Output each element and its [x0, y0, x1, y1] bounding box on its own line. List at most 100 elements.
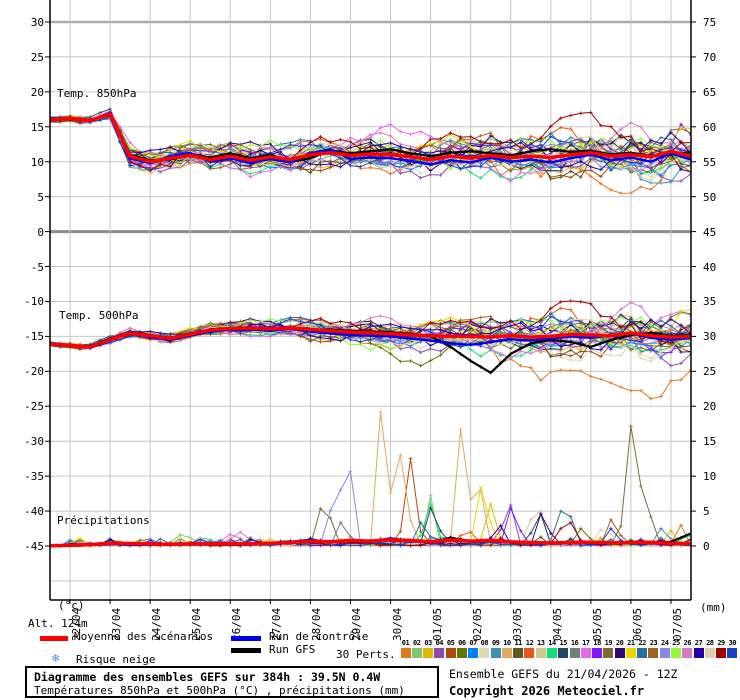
- pert-color-swatch: [727, 648, 738, 658]
- left-tick-label: -45: [24, 540, 44, 553]
- ensemble-mean-temp500: [50, 326, 691, 349]
- pert-key-02: 02: [411, 639, 422, 658]
- right-tick-label: 25: [703, 365, 717, 379]
- left-tick-label: 5: [37, 190, 44, 204]
- date-label: 07/05: [670, 607, 684, 641]
- left-tick-label: -30: [24, 435, 44, 449]
- right-tick-label: 40: [703, 260, 717, 274]
- member-19-precip: [50, 425, 691, 547]
- pert-key-11: 11: [513, 639, 524, 658]
- date-label: 05/05: [590, 607, 604, 641]
- pert-number: 21: [627, 639, 635, 647]
- copyright-label: Copyright 2026 Meteociel.fr: [449, 684, 645, 698]
- pert-key-12: 12: [524, 639, 535, 658]
- plot-lines: [50, 107, 691, 548]
- pert-number: 16: [570, 639, 579, 647]
- right-tick-label: 35: [703, 295, 717, 309]
- pert-color-swatch: [501, 648, 512, 658]
- axes: [45, 0, 696, 604]
- right-tick-label: 10: [703, 470, 717, 484]
- member-10-precip-markers: [50, 410, 691, 548]
- right-axis-unit: (mm): [700, 601, 727, 614]
- left-tick-label: 10: [30, 155, 44, 169]
- pert-number: 11: [514, 639, 522, 647]
- pert-color-swatch: [468, 648, 479, 658]
- pert-key-28: 28: [704, 639, 715, 658]
- date-label: 04/05: [550, 607, 564, 641]
- diagram-subtitle: Températures 850hPa et 500hPa (°C) , pré…: [34, 684, 405, 697]
- pert-key-15: 15: [558, 639, 569, 658]
- pert-color-swatch: [637, 648, 648, 658]
- legend-gfs-swatch: [231, 648, 261, 653]
- member-5-precip-markers: [50, 456, 691, 548]
- pert-color-swatch: [580, 648, 591, 658]
- ensemble-mean-temp850: [50, 112, 691, 164]
- pert-color-swatch: [682, 648, 693, 658]
- right-tick-label: 75: [703, 16, 717, 29]
- pert-key-04: 04: [434, 639, 445, 658]
- left-tick-label: -40: [24, 505, 44, 519]
- pert-color-swatch: [524, 648, 535, 658]
- pert-color-swatch: [558, 648, 569, 658]
- pert-key-24: 24: [659, 639, 670, 658]
- panel-label-temp500: Temp. 500hPa: [59, 309, 139, 322]
- right-tick-label: 55: [703, 155, 717, 169]
- left-tick-label: -10: [24, 295, 44, 309]
- left-tick-label: 15: [30, 120, 44, 134]
- legend-control-swatch: [231, 636, 261, 641]
- pert-key-10: 10: [501, 639, 512, 658]
- pert-key-22: 22: [637, 639, 648, 658]
- altitude-label: Alt. 124m: [28, 617, 88, 630]
- legend-control-label: Run de contrôle: [269, 630, 369, 643]
- pert-number: 09: [491, 639, 500, 647]
- snowflake-icon: ❄: [52, 651, 60, 665]
- pert-key-13: 13: [535, 639, 546, 658]
- pert-key-17: 17: [580, 639, 591, 658]
- legend-mean-swatch: [40, 636, 68, 641]
- grid: [50, 0, 691, 600]
- diagram-info-box: Diagramme des ensembles GEFS sur 384h : …: [25, 666, 439, 698]
- pert-color-swatch: [693, 648, 704, 658]
- pert-key-30: 30: [727, 639, 738, 658]
- pert-number: 05: [446, 639, 455, 647]
- pert-color-swatch: [670, 648, 681, 658]
- pert-color-swatch: [434, 648, 445, 658]
- pert-color-swatch: [603, 648, 614, 658]
- run-info: Ensemble GEFS du 21/04/2026 - 12Z: [449, 667, 678, 681]
- pert-number: 07: [469, 639, 477, 647]
- right-tick-label: 20: [703, 400, 717, 414]
- right-tick-label: 15: [703, 435, 717, 449]
- pert-key-26: 26: [682, 639, 693, 658]
- pert-key-23: 23: [648, 639, 659, 658]
- pert-number: 01: [401, 639, 410, 647]
- date-label: 01/05: [430, 607, 444, 641]
- date-label: 06/05: [630, 607, 644, 641]
- left-tick-label: -20: [24, 365, 44, 379]
- ensemble-mean-precip: [50, 537, 691, 548]
- pert-number: 29: [717, 639, 725, 647]
- pert-number: 18: [593, 639, 601, 647]
- pert-key-03: 03: [423, 639, 434, 658]
- pert-number: 14: [548, 639, 556, 647]
- pert-key-07: 07: [468, 639, 479, 658]
- diagram-title: Diagramme des ensembles GEFS sur 384h : …: [34, 670, 381, 684]
- pert-number: 13: [537, 639, 545, 647]
- pert-color-swatch: [479, 648, 490, 658]
- pert-number: 22: [638, 639, 646, 647]
- pert-color-swatch: [445, 648, 456, 658]
- left-tick-label: 20: [30, 85, 44, 99]
- pert-color-swatch: [659, 648, 670, 658]
- pert-key-20: 20: [614, 639, 625, 658]
- legend-gfs-label: Run GFS: [269, 643, 316, 656]
- pert-number: 27: [694, 639, 703, 647]
- legend-mean-label: Moyenne des scénarios: [74, 630, 214, 643]
- pert-key-08: 08: [479, 639, 490, 658]
- pert-key-27: 27: [693, 639, 704, 658]
- date-label: 02/05: [470, 607, 484, 641]
- left-tick-label: -5: [30, 260, 44, 274]
- pert-key-09: 09: [490, 639, 501, 658]
- pert-color-swatch: [569, 648, 580, 658]
- pert-number: 02: [413, 639, 421, 647]
